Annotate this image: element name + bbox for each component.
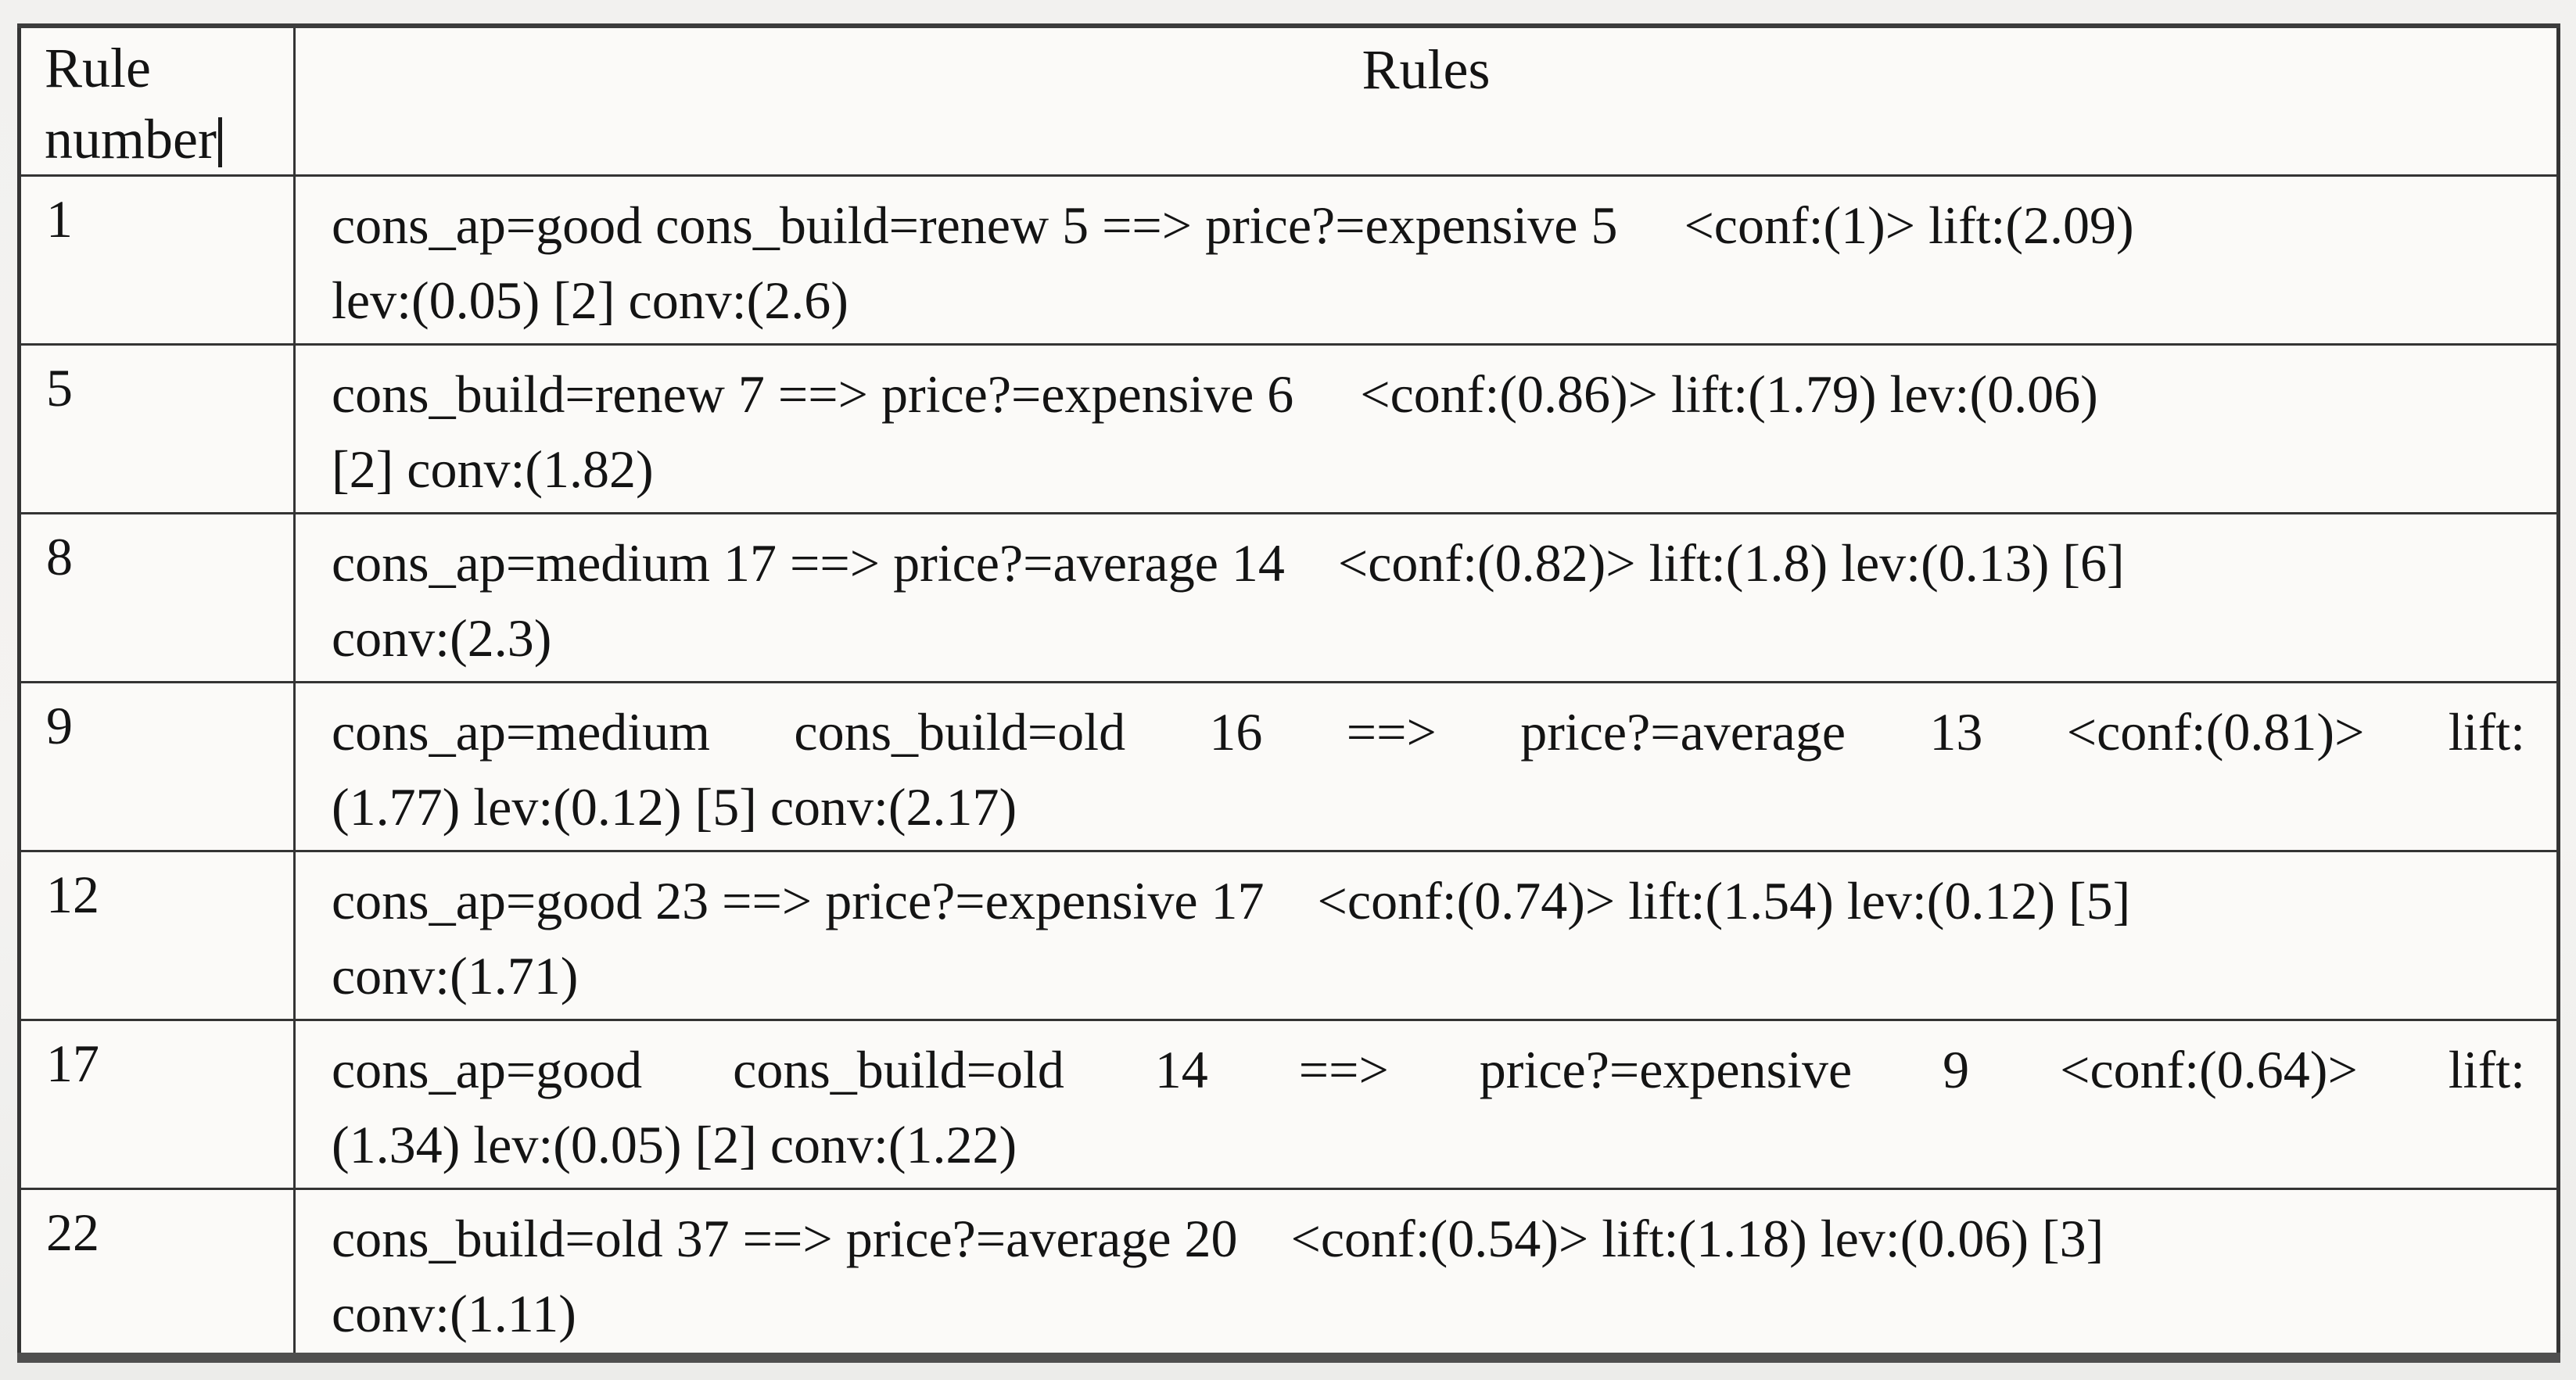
rule-text-cell: cons_ap=good cons_build=old 14 ==> price… bbox=[293, 1019, 2560, 1191]
rule-text-cell: cons_ap=medium 17 ==> price?=average 14 … bbox=[293, 512, 2560, 684]
header-row: Rule number Rules bbox=[18, 24, 2560, 177]
header-rule-number: Rule number bbox=[18, 24, 296, 177]
rule-text-line: cons_ap=good cons_build=renew 5 ==> pric… bbox=[332, 195, 2134, 256]
rule-text-line: cons_ap=good cons_build=old 14 ==> price… bbox=[332, 1040, 2525, 1100]
rule-text-line: (1.77) lev:(0.12) [5] conv:(2.17) bbox=[332, 777, 1017, 837]
table-row: 12 cons_ap=good 23 ==> price?=expensive 1… bbox=[18, 850, 2560, 1022]
rule-number-cell: 9 bbox=[18, 681, 296, 853]
rule-text-cell: cons_ap=medium cons_build=old 16 ==> pri… bbox=[293, 681, 2560, 853]
rules-table: Rule number Rules 1 cons_ap=good cons_bui… bbox=[17, 23, 2560, 1364]
rule-text-line: cons_ap=medium cons_build=old 16 ==> pri… bbox=[332, 702, 2525, 762]
rule-number-cell: 22 bbox=[18, 1188, 296, 1360]
header-rules: Rules bbox=[293, 24, 2560, 177]
rule-text-line: cons_ap=good 23 ==> price?=expensive 17 … bbox=[332, 871, 2131, 931]
header-rule-number-label: Rule number bbox=[45, 37, 217, 170]
rule-text-line: lev:(0.05) [2] conv:(2.6) bbox=[332, 271, 849, 331]
rule-text-cell: cons_ap=good cons_build=renew 5 ==> pric… bbox=[293, 174, 2560, 346]
rule-text-line: conv:(2.3) bbox=[332, 608, 552, 668]
table-row: 1 cons_ap=good cons_build=renew 5 ==> pri… bbox=[18, 174, 2560, 346]
table-row: 22 cons_build=old 37 ==> price?=average 2… bbox=[18, 1188, 2560, 1360]
rule-number-cell: 5 bbox=[18, 343, 296, 515]
table-row: 5 cons_build=renew 7 ==> price?=expensive… bbox=[18, 343, 2560, 515]
table-row: 8 cons_ap=medium 17 ==> price?=average 14… bbox=[18, 512, 2560, 684]
rule-text-cell: cons_build=old 37 ==> price?=average 20 … bbox=[293, 1188, 2560, 1360]
table-row: 17 cons_ap=good cons_build=old 14 ==> pri… bbox=[18, 1019, 2560, 1191]
table-row: 9 cons_ap=medium cons_build=old 16 ==> pr… bbox=[18, 681, 2560, 853]
rule-text-line: conv:(1.11) bbox=[332, 1284, 576, 1344]
rule-text-line: cons_build=old 37 ==> price?=average 20 … bbox=[332, 1209, 2104, 1269]
rule-text-line: conv:(1.71) bbox=[332, 946, 579, 1006]
rule-text-line: cons_ap=medium 17 ==> price?=average 14 … bbox=[332, 533, 2125, 593]
rule-number-cell: 8 bbox=[18, 512, 296, 684]
rule-text-line: [2] conv:(1.82) bbox=[332, 439, 654, 500]
rule-text-line: cons_build=renew 7 ==> price?=expensive … bbox=[332, 364, 2098, 425]
rule-text-cell: cons_ap=good 23 ==> price?=expensive 17 … bbox=[293, 850, 2560, 1022]
text-cursor bbox=[217, 116, 222, 167]
rule-number-cell: 17 bbox=[18, 1019, 296, 1191]
rule-number-cell: 12 bbox=[18, 850, 296, 1022]
rule-number-cell: 1 bbox=[18, 174, 296, 346]
rule-text-cell: cons_build=renew 7 ==> price?=expensive … bbox=[293, 343, 2560, 515]
rule-text-line: (1.34) lev:(0.05) [2] conv:(1.22) bbox=[332, 1115, 1017, 1175]
